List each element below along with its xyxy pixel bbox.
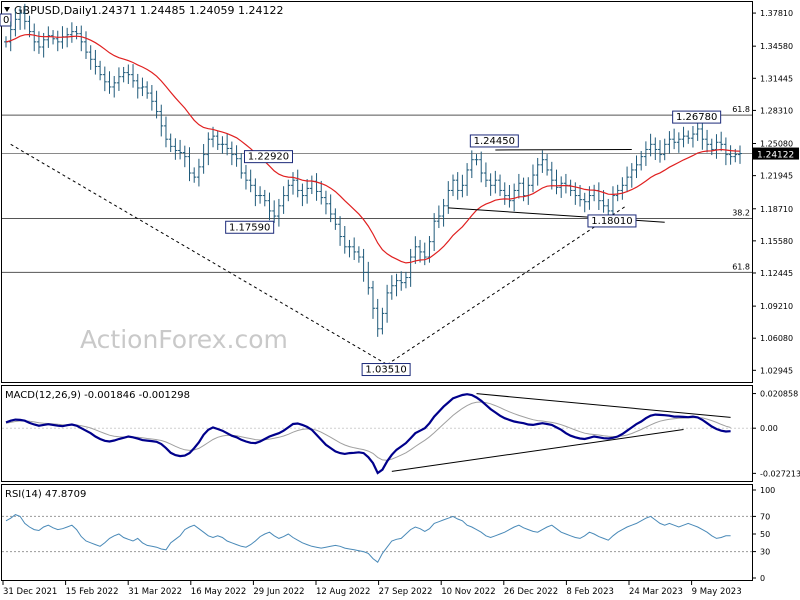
rsi-axis-label: 0 xyxy=(760,574,765,583)
macd-axis-label: 0.020858 xyxy=(760,390,798,399)
time-axis-label: 12 Aug 2022 xyxy=(316,587,370,597)
price-axis-label: 1.31445 xyxy=(760,74,793,83)
price-axis-label: 1.15580 xyxy=(760,237,793,246)
price-axis-label: 1.12445 xyxy=(760,269,793,278)
price-annotation-box xyxy=(243,150,293,164)
moving-average-line xyxy=(5,33,741,264)
current-price-tag xyxy=(753,147,799,160)
macd-axis-label: 0.00 xyxy=(760,424,778,433)
price-annotation-label: 1.26780 xyxy=(676,112,717,123)
time-axis-label: 26 Dec 2022 xyxy=(504,587,558,597)
macd-axis-label: -0.027213 xyxy=(760,469,800,478)
price-trendline-3 xyxy=(495,148,632,151)
price-annotation-box xyxy=(469,134,519,148)
price-axis-label: 1.28310 xyxy=(760,106,793,115)
price-annotation-box xyxy=(361,363,411,377)
collapse-arrow-icon[interactable] xyxy=(4,7,10,12)
price-annotation-box xyxy=(225,220,275,234)
top-left-clipped-label: 0 xyxy=(3,15,9,26)
price-axis-label: 1.09210 xyxy=(760,302,793,311)
fib-label-0: 61.8 xyxy=(732,105,750,114)
watermark-text: ActionForex.com xyxy=(80,325,288,354)
price-axis-label: 1.25080 xyxy=(760,140,793,149)
rsi-axis-label: 30 xyxy=(760,548,770,557)
macd-trendline-0 xyxy=(391,429,684,472)
rsi-panel xyxy=(1,484,753,581)
header-ohlc: 1.24371 1.24485 1.24059 1.24122 xyxy=(91,4,283,17)
rsi-line xyxy=(5,514,731,563)
macd-line xyxy=(5,393,731,475)
price-annotation-label: 1.24450 xyxy=(474,136,515,147)
time-axis-label: 29 Jun 2022 xyxy=(253,587,304,597)
price-annotation-label: 1.17590 xyxy=(229,222,270,233)
time-axis-label: 16 May 2022 xyxy=(191,587,246,597)
price-axis-label: 1.06080 xyxy=(760,334,793,343)
price-annotation-label: 1.22920 xyxy=(248,152,289,163)
price-axis-label: 1.37810 xyxy=(760,9,793,18)
rsi-title: RSI(14) 47.8709 xyxy=(5,489,86,500)
price-annotation-label: 1.18010 xyxy=(591,216,632,227)
fib-label-2: 61.8 xyxy=(732,262,750,271)
price-annotation-box xyxy=(587,214,637,228)
time-axis-label: 8 Feb 2023 xyxy=(566,587,614,597)
time-axis-label: 9 May 2023 xyxy=(692,587,742,597)
macd-trendline-1 xyxy=(476,393,731,418)
time-axis-label: 15 Feb 2022 xyxy=(66,587,119,597)
macd-title: MACD(12,26,9) -0.001846 -0.001298 xyxy=(5,390,190,401)
time-axis-label: 24 Mar 2023 xyxy=(629,587,683,597)
price-annotation-label: 1.03510 xyxy=(365,365,406,376)
price-axis-label: 1.34580 xyxy=(760,42,793,51)
time-axis-label: 31 Mar 2022 xyxy=(128,587,182,597)
macd-panel xyxy=(1,385,753,482)
top-left-clipped-label-box xyxy=(0,13,12,27)
rsi-axis-label: 70 xyxy=(760,512,770,521)
price-axis-label: 1.21945 xyxy=(760,172,793,181)
rsi-axis-label: 100 xyxy=(760,486,775,495)
price-annotation-box xyxy=(672,110,722,124)
fib-label-1: 38.2 xyxy=(732,209,750,218)
price-axis-label: 1.02945 xyxy=(760,366,793,375)
current-price-label: 1.24122 xyxy=(757,151,794,161)
price-trendline-0 xyxy=(10,143,388,365)
time-axis-label: 10 Nov 2022 xyxy=(441,587,495,597)
header-symbol: GBPUSD,Daily xyxy=(14,4,92,17)
price-axis-label: 1.18710 xyxy=(760,205,793,214)
time-axis-label: 27 Sep 2022 xyxy=(379,587,433,597)
time-axis-label: 31 Dec 2021 xyxy=(3,587,57,597)
rsi-axis-label: 50 xyxy=(760,530,770,539)
